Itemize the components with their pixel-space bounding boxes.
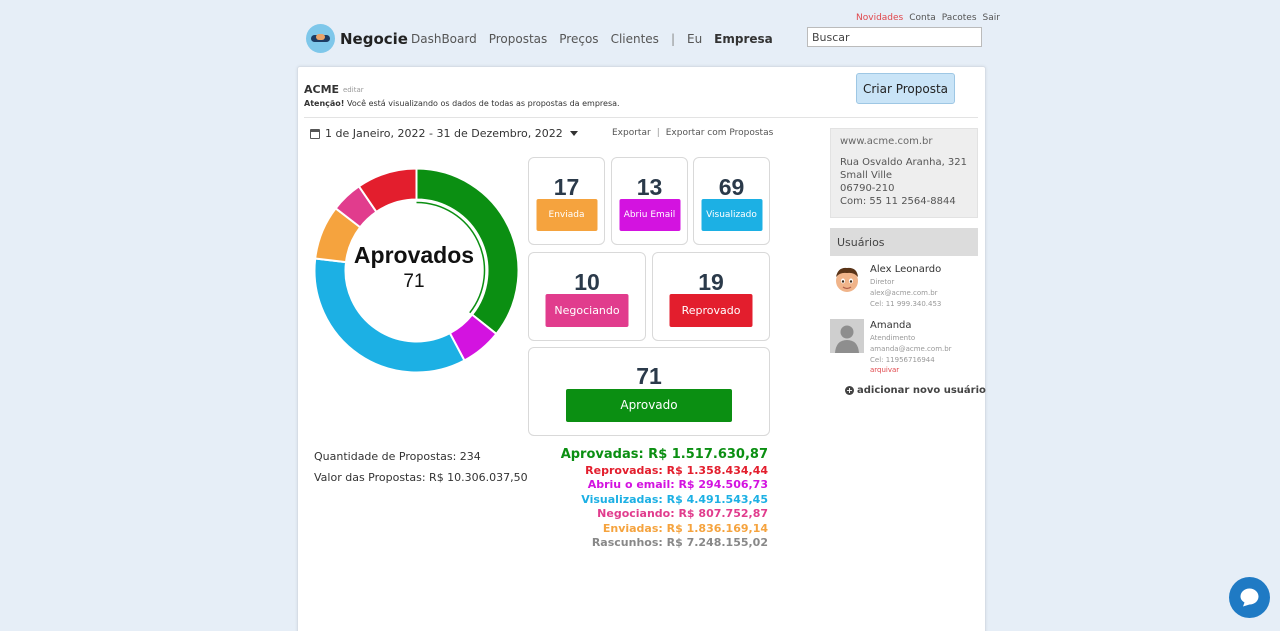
link-sair[interactable]: Sair [982, 13, 1000, 23]
status-count-negociando: 10 [574, 269, 600, 295]
user-details-amanda: Atendimento amanda@acme.com.br Cel: 1195… [870, 333, 952, 366]
address-phone: Com: 55 11 2564-8844 [840, 196, 956, 207]
user-details-alex: Diretor alex@acme.com.br Cel: 11 999.340… [870, 277, 941, 310]
donut-slice-reprovado[interactable] [357, 168, 418, 214]
donut-slice-aprovado[interactable] [415, 168, 519, 336]
user-email-alex: alex@acme.com.br [870, 289, 938, 297]
calendar-icon [310, 128, 320, 139]
total-quantity: Quantidade de Propostas: 234 [314, 450, 481, 463]
company-name: ACME [304, 83, 340, 96]
proposals-donut-chart [314, 168, 519, 373]
value-negociando: Negociando: R$ 807.752,87 [597, 507, 768, 520]
nav-propostas[interactable]: Propostas [488, 32, 548, 46]
notice: Atenção! Você está visualizando os dados… [304, 99, 620, 108]
address-zip: 06790-210 [840, 183, 895, 194]
create-proposal-button[interactable]: Criar Proposta [856, 73, 955, 104]
nav-precos[interactable]: Preços [559, 32, 599, 46]
search-input[interactable] [807, 27, 982, 47]
value-abriu-email: Abriu o email: R$ 294.506,73 [587, 478, 768, 491]
status-box-negociando[interactable]: 10 Negociando [528, 252, 646, 341]
status-count-visualizado: 69 [718, 174, 745, 200]
status-button-abriu-email[interactable]: Abriu Email [619, 199, 680, 231]
top-links: Novidades Conta Pacotes Sair [856, 13, 1000, 23]
edit-company-link[interactable]: editar [343, 86, 364, 94]
status-box-reprovado[interactable]: 19 Reprovado [652, 252, 770, 341]
value-reprovadas: Reprovadas: R$ 1.358.434,44 [585, 464, 768, 477]
caret-down-icon [569, 131, 578, 136]
user-email-amanda: amanda@acme.com.br [870, 345, 952, 353]
export-links: Exportar | Exportar com Propostas [612, 128, 773, 138]
nav-separator: | [670, 32, 675, 46]
donut-center-label: Aprovados [353, 242, 475, 268]
value-visualizadas: Visualizadas: R$ 4.491.543,45 [581, 493, 768, 506]
user-phone-amanda: Cel: 11956716944 [870, 356, 935, 364]
handshake-logo-icon [306, 24, 335, 53]
status-box-abriu-email[interactable]: 13 Abriu Email [611, 157, 688, 245]
add-user-label: adicionar novo usuário [857, 385, 986, 396]
logo-text: Negocie [340, 29, 408, 48]
total-value: Valor das Propostas: R$ 10.306.037,50 [314, 471, 528, 484]
user-phone-alex: Cel: 11 999.340.453 [870, 300, 942, 308]
link-novidades[interactable]: Novidades [856, 13, 904, 23]
user-avatar-alex[interactable] [830, 263, 864, 297]
notice-text: Você está visualizando os dados de todas… [344, 99, 620, 108]
donut-hole [347, 201, 486, 340]
nav-eu[interactable]: Eu [686, 32, 703, 46]
status-box-aprovado[interactable]: 71 Aprovado [528, 347, 770, 436]
status-button-aprovado[interactable]: Aprovado [566, 389, 732, 422]
export-separator: | [656, 128, 660, 138]
status-button-visualizado[interactable]: Visualizado [701, 199, 762, 231]
user-role-alex: Diretor [870, 278, 895, 286]
status-button-reprovado[interactable]: Reprovado [669, 294, 753, 327]
date-range-text: 1 de Janeiro, 2022 - 31 de Dezembro, 202… [325, 127, 563, 140]
archive-user-link[interactable]: arquivar [870, 366, 900, 374]
company-address-panel: www.acme.com.br Rua Osvaldo Aranha, 321 … [830, 128, 978, 218]
user-role-amanda: Atendimento [870, 334, 916, 342]
address-city: Small Ville [840, 170, 893, 181]
user-name-amanda[interactable]: Amanda [870, 320, 912, 331]
donut-selected-highlight [416, 201, 486, 314]
company-website: www.acme.com.br [840, 136, 933, 147]
main-nav: DashBoard Propostas Preços Clientes | Eu… [411, 32, 773, 46]
logo[interactable]: Negocie [306, 24, 408, 53]
status-box-visualizado[interactable]: 69 Visualizado [693, 157, 770, 245]
value-enviadas: Enviadas: R$ 1.836.169,14 [602, 522, 768, 535]
status-button-enviada[interactable]: Enviada [536, 199, 597, 231]
add-user-button[interactable]: + adicionar novo usuário [845, 385, 986, 396]
date-range-picker[interactable]: 1 de Janeiro, 2022 - 31 de Dezembro, 202… [310, 127, 578, 140]
status-count-aprovado: 71 [636, 363, 662, 389]
plus-circle-icon: + [845, 386, 854, 395]
link-pacotes[interactable]: Pacotes [941, 13, 977, 23]
divider [304, 117, 978, 118]
status-count-abriu-email: 13 [636, 174, 663, 200]
user-avatar-amanda[interactable] [830, 319, 864, 353]
export-link[interactable]: Exportar [612, 128, 651, 138]
chat-bubble-icon [1240, 588, 1259, 607]
chat-button[interactable] [1229, 577, 1270, 618]
donut-center-value: 71 [403, 271, 425, 292]
status-count-reprovado: 19 [698, 269, 724, 295]
address-street: Rua Osvaldo Aranha, 321 [840, 157, 968, 168]
users-header: Usuários [830, 228, 978, 256]
status-count-enviada: 17 [553, 174, 580, 200]
nav-dashboard[interactable]: DashBoard [411, 32, 477, 46]
value-aprovadas: Aprovadas: R$ 1.517.630,87 [560, 447, 768, 462]
nav-clientes[interactable]: Clientes [610, 32, 659, 46]
value-rascunhos: Rascunhos: R$ 7.248.155,02 [591, 536, 768, 549]
status-button-negociando[interactable]: Negociando [545, 294, 629, 327]
nav-empresa[interactable]: Empresa [714, 32, 773, 46]
status-box-enviada[interactable]: 17 Enviada [528, 157, 605, 245]
user-name-alex[interactable]: Alex Leonardo [870, 264, 942, 275]
notice-label: Atenção! [304, 99, 345, 108]
export-with-proposals-link[interactable]: Exportar com Propostas [665, 128, 774, 138]
link-conta[interactable]: Conta [909, 13, 936, 23]
